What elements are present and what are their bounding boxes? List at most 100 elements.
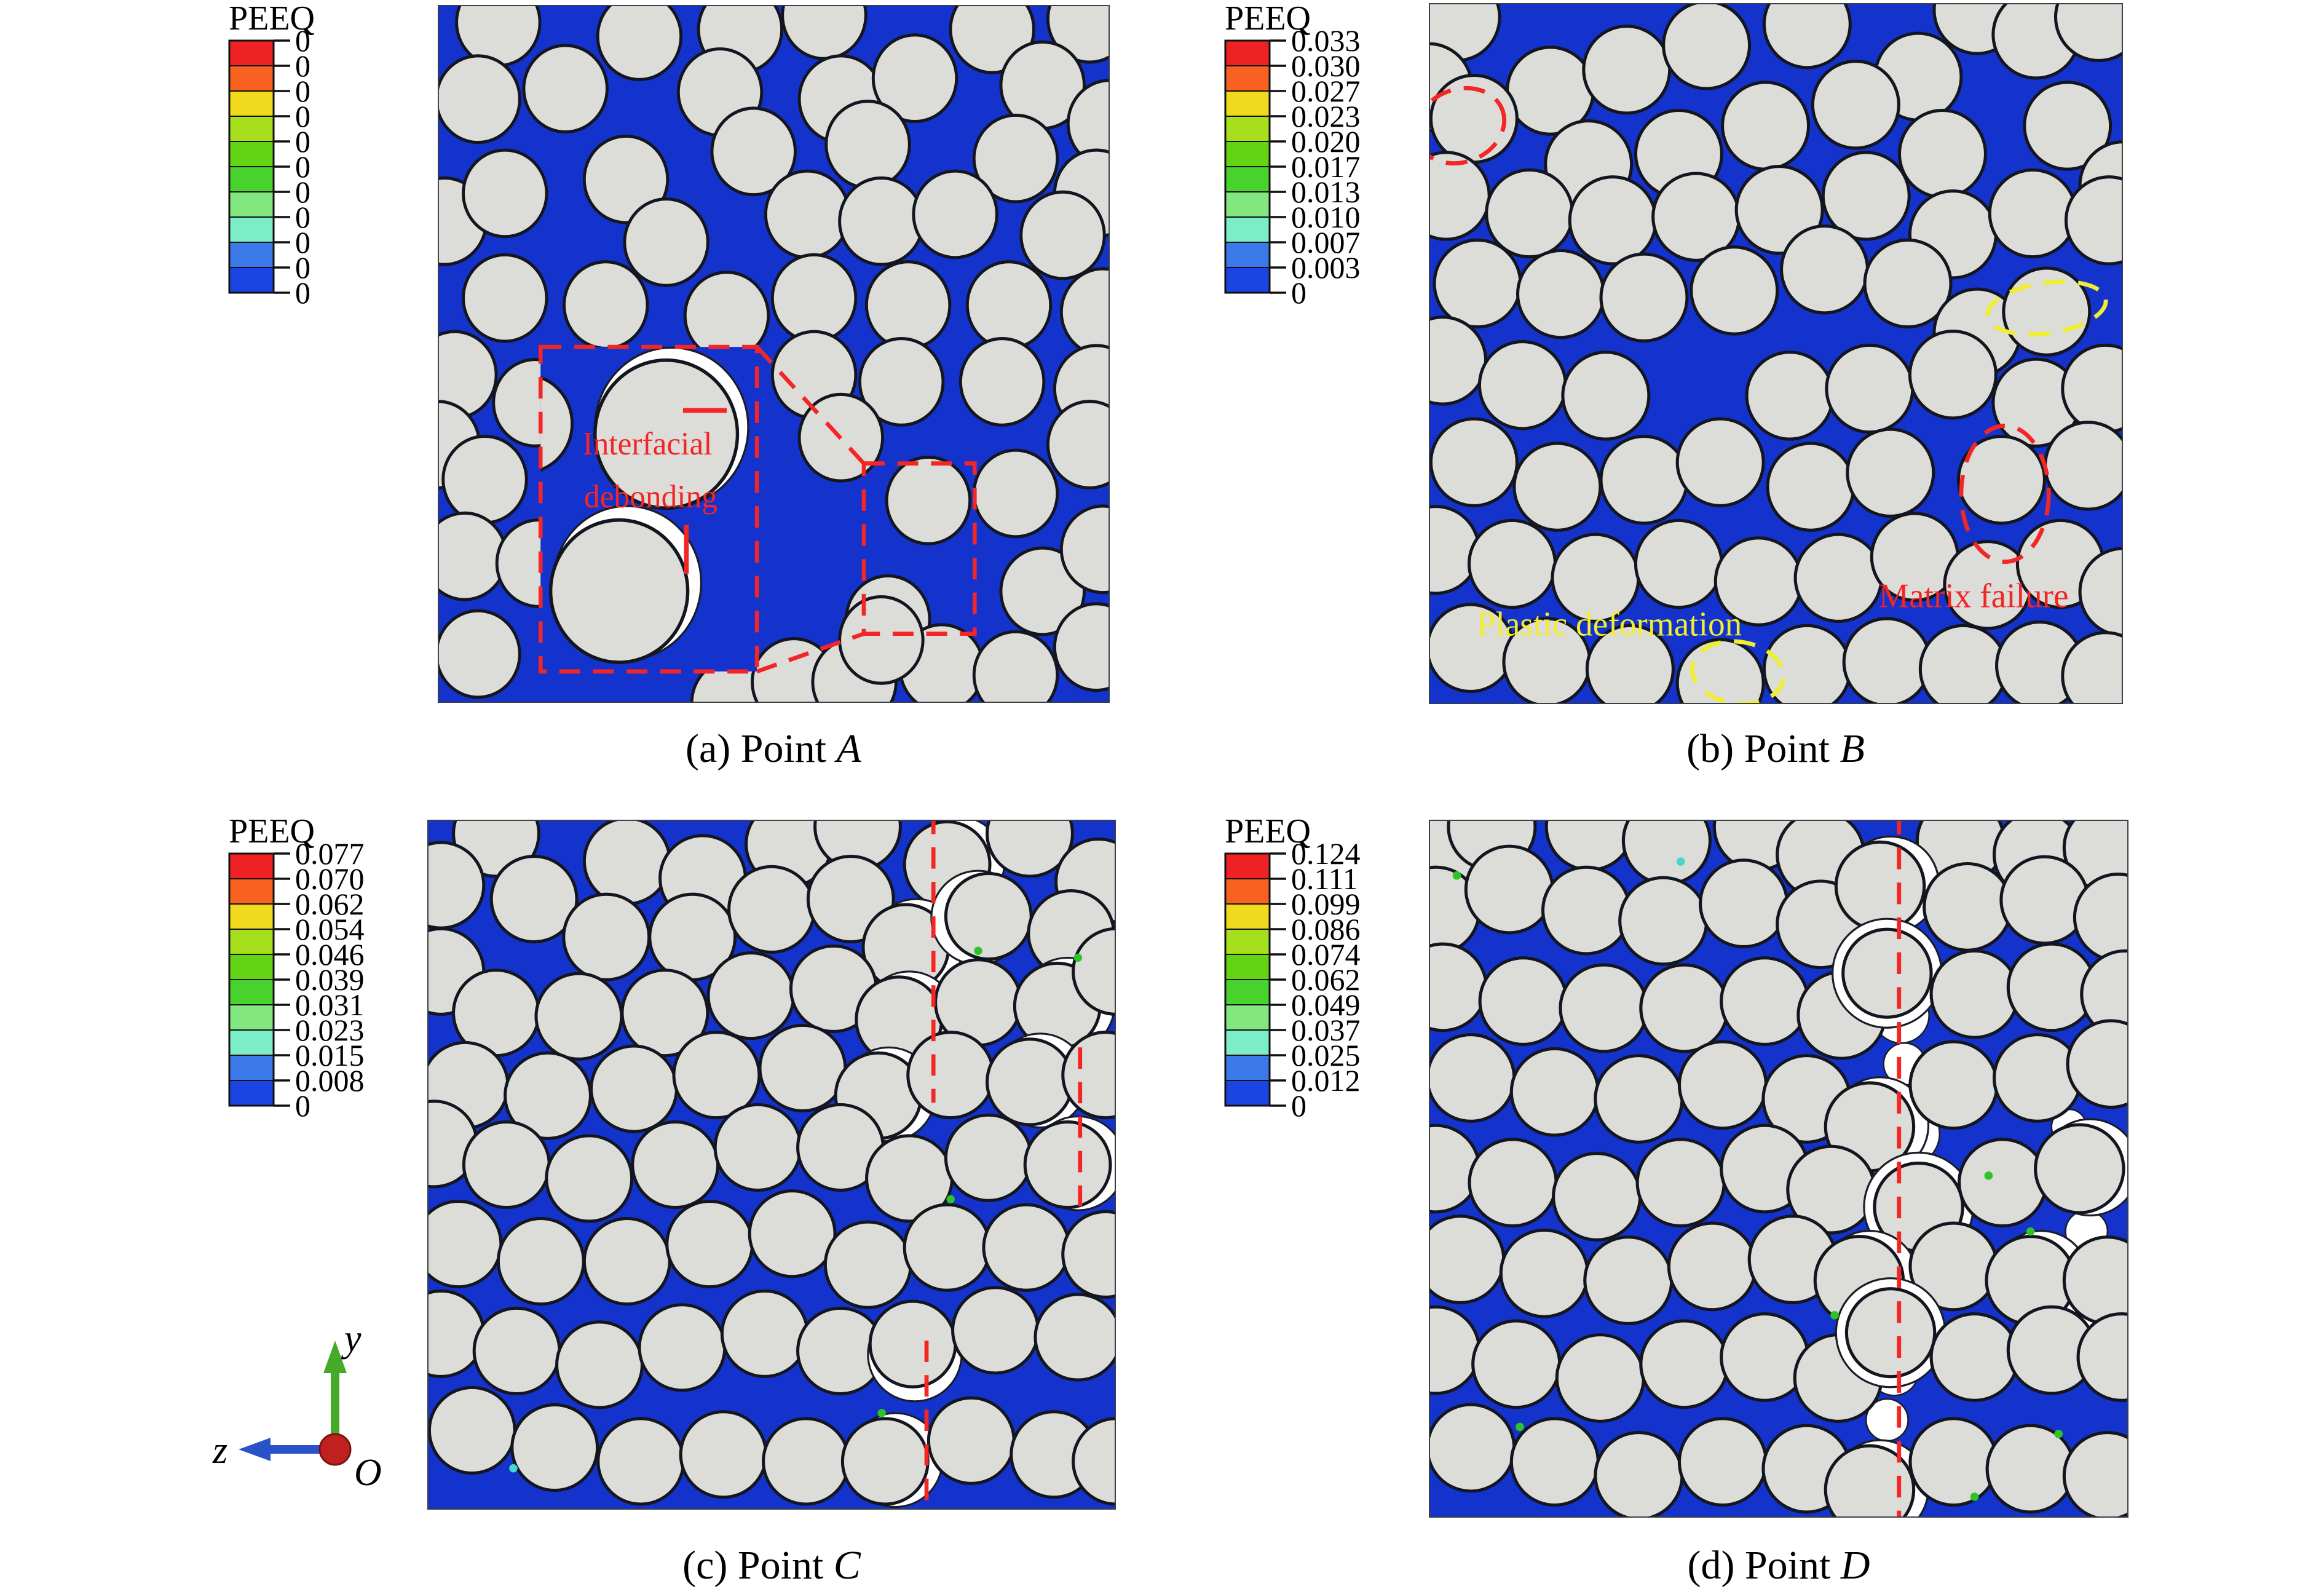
- strain-speck: [2054, 1429, 2063, 1438]
- z-axis-label: z: [212, 1430, 227, 1472]
- fiber: [762, 1417, 850, 1506]
- colorbar-band: [229, 40, 274, 66]
- fiber: [1842, 617, 1932, 704]
- annotation-label: debonding: [584, 478, 717, 515]
- colorbar-tick-label: 0.023: [295, 1013, 365, 1047]
- strain-speck: [1830, 1311, 1839, 1320]
- colorbar-tick-label: 0: [295, 99, 310, 133]
- fiber: [1745, 351, 1835, 441]
- fiber: [1779, 224, 1870, 315]
- fiber: [864, 260, 952, 350]
- fiber: [1988, 168, 2077, 259]
- fiber: [1034, 1293, 1116, 1382]
- caption-panel-d: (d) Point D: [1545, 1542, 2012, 1589]
- fiber: [1477, 340, 1567, 430]
- colorbar-band: [229, 90, 274, 117]
- colorbar-tick-label: 0: [295, 200, 310, 234]
- fiber: [1675, 417, 1765, 507]
- fiber: [1675, 638, 1765, 704]
- y-axis-arrowhead-icon: [323, 1341, 347, 1373]
- fiber: [1908, 329, 1998, 420]
- fiber: [1467, 518, 1557, 609]
- fiber: [906, 1031, 995, 1120]
- fiber: [1992, 1033, 2083, 1123]
- fiber: [582, 134, 670, 224]
- colorbar-tick-label: 0.086: [1291, 912, 1361, 946]
- fiber: [965, 260, 1053, 350]
- fiber: [2061, 631, 2123, 704]
- fiber: [2076, 1312, 2128, 1402]
- fiber: [489, 854, 579, 944]
- fiber: [748, 1189, 837, 1278]
- highlight-ellipse: [1959, 423, 2051, 564]
- colorbar-tick-label: 0: [295, 175, 310, 209]
- colorbar-band: [229, 267, 274, 293]
- colorbar-tick-label: 0.010: [1291, 200, 1361, 234]
- legend-title: PEEQ: [229, 0, 315, 38]
- annotation-label: Matrix failure: [1879, 577, 2069, 615]
- fiber: [858, 336, 945, 427]
- colorbar-tick-label: 0: [295, 275, 310, 307]
- fiber: [2064, 175, 2123, 266]
- inset-fiber: [593, 358, 740, 510]
- legend-title: PEEQ: [229, 813, 315, 850]
- colorbar-tick-label: 0.039: [295, 962, 365, 997]
- fiber: [623, 197, 709, 287]
- fiber: [1667, 1221, 1758, 1312]
- highlight-ellipse: [1429, 85, 1507, 166]
- fiber: [838, 176, 925, 266]
- fiber: [596, 5, 683, 81]
- colorbar-band: [1225, 1055, 1270, 1081]
- colorbar-band: [229, 1055, 274, 1081]
- colorbar-band: [229, 1080, 274, 1106]
- fiber: [1897, 108, 1987, 199]
- colorbar-tick-label: 0.013: [1291, 175, 1361, 209]
- fiber: [438, 54, 521, 145]
- colorbar-band: [229, 216, 274, 243]
- colorbar-tick-label: 0.049: [1291, 988, 1361, 1022]
- fiber: [582, 1216, 671, 1306]
- colorbar-tick-label: 0.124: [1291, 836, 1361, 871]
- fiber: [545, 1134, 634, 1223]
- fiber: [1053, 602, 1110, 692]
- fiber: [1639, 1319, 1729, 1409]
- colorbar-band: [1225, 191, 1270, 218]
- colorbar-tick-label: 0.023: [1291, 99, 1361, 133]
- fiber: [1464, 844, 1554, 935]
- fiber: [868, 1299, 957, 1389]
- fiber: [441, 434, 528, 525]
- colorbar-band: [229, 929, 274, 955]
- fiber: [1512, 442, 1602, 532]
- fiber: [462, 148, 548, 239]
- colorbar-tick-label: 0.077: [295, 836, 365, 871]
- fiber: [1485, 168, 1575, 259]
- zoom-connector-line: [755, 345, 866, 466]
- caption-b-letter: B: [1840, 726, 1865, 771]
- fiber: [665, 1199, 754, 1289]
- fiber: [1594, 1430, 1684, 1518]
- fiber: [679, 1410, 768, 1499]
- caption-d-text: (d) Point: [1687, 1543, 1841, 1588]
- colorbar-tick-label: 0: [295, 23, 310, 58]
- fiber: [1824, 1444, 1916, 1518]
- annotation-label: Plastic deformation: [1477, 605, 1742, 643]
- fiber: [2044, 421, 2123, 511]
- fiber: [1863, 238, 1953, 329]
- colorbar-tick-label: 0: [295, 49, 310, 83]
- colorbar-tick-label: 0: [295, 1088, 310, 1120]
- colorbar-tick-label: 0.037: [1291, 1013, 1361, 1047]
- fiber: [972, 113, 1059, 204]
- fiber: [427, 1199, 503, 1289]
- fiber: [534, 972, 623, 1061]
- colorbar-tick-label: 0.003: [1291, 250, 1361, 285]
- rve-panel-d: [1429, 820, 2128, 1518]
- fiber: [1923, 862, 2013, 952]
- rve-panel-a: Interfacial debonding: [438, 5, 1110, 703]
- axis-triad: y z O: [212, 1318, 382, 1494]
- fiber: [1762, 3, 1852, 69]
- y-axis-label: y: [341, 1318, 362, 1360]
- fiber: [1516, 248, 1606, 339]
- fiber: [1429, 1215, 1506, 1304]
- fiber: [1958, 1138, 2048, 1228]
